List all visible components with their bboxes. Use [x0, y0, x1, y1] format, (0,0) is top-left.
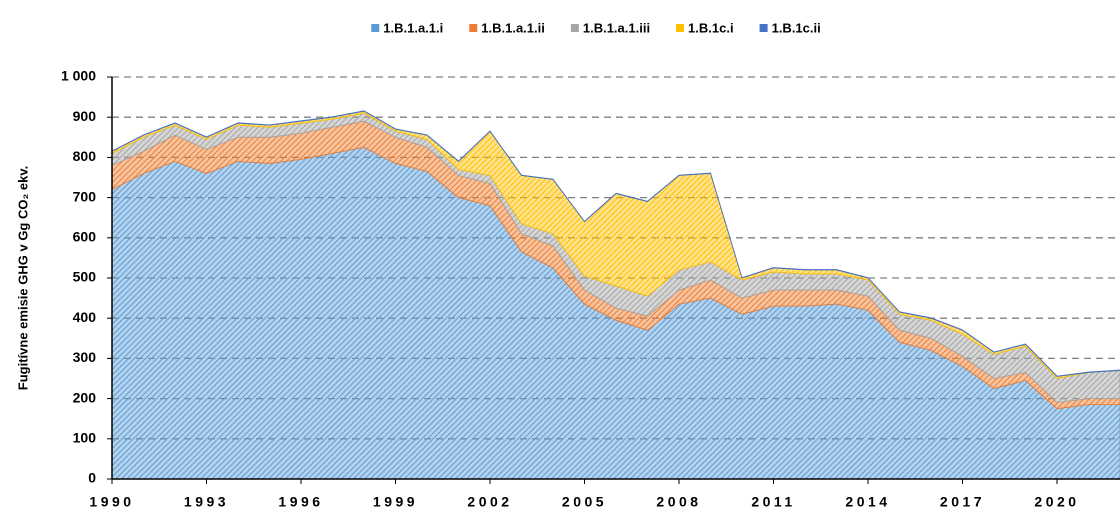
x-tick-label: 2002: [467, 494, 512, 510]
legend-swatch: [676, 24, 685, 32]
y-tick-label: 700: [73, 188, 97, 204]
legend-label: 1.B.1.a.1.ii: [481, 20, 545, 35]
legend-swatch: [469, 24, 478, 32]
legend-item: 1.B.1.a.1.iii: [570, 20, 650, 35]
legend-label: 1.B.1.a.1.iii: [583, 20, 650, 35]
legend-item: 1.B.1.a.1.ii: [469, 20, 545, 35]
area: [111, 110, 1120, 377]
y-axis-label: Fugitívne emisie GHG v Gg CO₂ ekv.: [15, 166, 30, 390]
y-tick-label: 0: [88, 470, 96, 486]
x-tick-label: 2011: [751, 494, 795, 510]
y-tick-label: 900: [73, 108, 97, 124]
legend-swatch: [570, 24, 579, 32]
x-tick-label: 1996: [278, 494, 323, 510]
legend-label: 1.B.1.a.1.i: [383, 20, 443, 35]
legend-label: 1.B.1c.ii: [772, 20, 821, 35]
x-tick-label: 2017: [940, 494, 985, 510]
x-tick-label: 1999: [373, 494, 418, 510]
legend-item: 1.B.1.a.1.i: [371, 20, 443, 35]
x-tick-label: 2008: [656, 494, 701, 510]
y-tick-label: 500: [73, 269, 97, 285]
y-tick-label: 400: [73, 309, 97, 325]
x-tick-label: 1990: [89, 494, 134, 510]
y-tick-label: 1 000: [61, 68, 96, 84]
x-tick-label: 2014: [845, 494, 890, 510]
legend-swatch: [371, 24, 380, 32]
legend-item: 1.B.1c.ii: [759, 20, 821, 35]
x-tick-label: 2020: [1034, 494, 1079, 510]
legend-label: 1.B.1c.i: [688, 20, 734, 35]
y-tick-label: 600: [73, 229, 97, 245]
legend-swatch: [759, 24, 768, 32]
x-tick-label: 2005: [562, 494, 607, 510]
y-tick-label: 300: [73, 349, 97, 365]
x-tick-label: 1993: [184, 494, 229, 510]
y-tick-label: 200: [73, 389, 97, 405]
y-tick-label: 100: [73, 430, 97, 446]
legend-item: 1.B.1c.i: [676, 20, 734, 35]
y-tick-label: 800: [73, 148, 97, 164]
